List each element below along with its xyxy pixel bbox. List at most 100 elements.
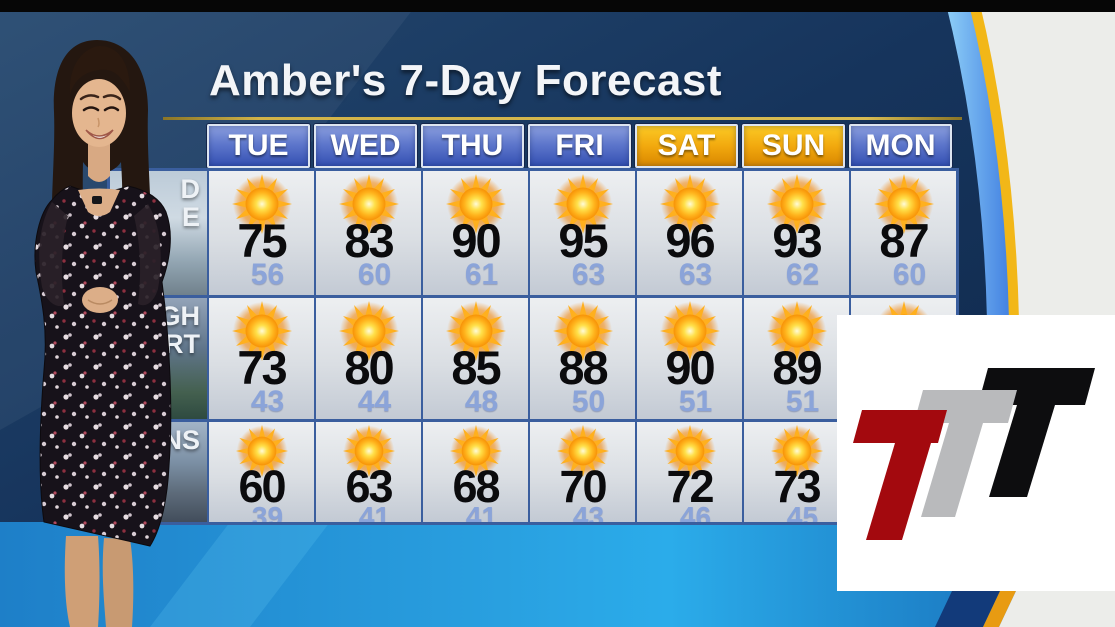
high-temp: 95 xyxy=(558,214,608,267)
high-temp: 70 xyxy=(559,461,607,512)
forecast-cell-sat-row3: 72 46 xyxy=(637,422,742,522)
high-temp: 75 xyxy=(237,214,287,267)
sun-icon xyxy=(338,173,399,235)
sun-icon xyxy=(231,300,292,362)
forecast-cell-tue-row2: 73 43 xyxy=(209,298,314,419)
forecast-cell-thu-row2: 85 48 xyxy=(423,298,528,419)
high-temp: 72 xyxy=(666,461,714,512)
forecast-cell-wed-row1: 83 60 xyxy=(316,171,421,295)
sun-icon xyxy=(873,173,934,235)
presenter-legs xyxy=(64,536,100,627)
low-temp: 51 xyxy=(785,384,820,418)
station-logo xyxy=(853,368,1095,540)
forecast-cell-fri-row2: 88 50 xyxy=(530,298,635,419)
low-temp: 43 xyxy=(572,500,605,522)
forecast-cell-fri-row3: 70 43 xyxy=(530,422,635,522)
page-title: Amber's 7-Day Forecast xyxy=(209,56,723,105)
day-header-mon: MON xyxy=(849,124,952,168)
low-temp: 60 xyxy=(357,257,392,291)
sun-icon xyxy=(766,173,827,235)
corner-navy-diagonal xyxy=(935,591,1000,627)
logo-letter-t-black xyxy=(978,368,1095,497)
forecast-cell-thu-row3: 68 41 xyxy=(423,422,528,522)
low-temp: 45 xyxy=(786,500,819,522)
forecast-cell-mon-row1: 87 60 xyxy=(851,171,956,295)
forecast-cell-wed-row2: 80 44 xyxy=(316,298,421,419)
low-temp: 41 xyxy=(465,500,498,522)
logo-letter-t-red xyxy=(853,410,947,540)
high-temp: 90 xyxy=(665,341,715,394)
low-temp: 56 xyxy=(250,257,285,291)
day-header-thu: THU xyxy=(421,124,524,168)
gold-divider xyxy=(163,117,962,120)
high-temp: 93 xyxy=(772,214,822,267)
day-header-sat: SAT xyxy=(635,124,738,168)
microphone xyxy=(92,196,102,204)
high-temp: 83 xyxy=(344,214,394,267)
forecast-cell-sun-row3: 73 45 xyxy=(744,422,849,522)
forecast-cell-tue-row3: 60 39 xyxy=(209,422,314,522)
corner-orange-diagonal xyxy=(983,591,1016,627)
low-temp: 51 xyxy=(678,384,713,418)
day-header-tue: TUE xyxy=(207,124,310,168)
sun-icon xyxy=(338,300,399,362)
forecast-cell-thu-row1: 90 61 xyxy=(423,171,528,295)
forecast-grid: D E 75 56 83 60 90 61 95 63 96 63 93 62 87 60 GH ERT 73 43 8… xyxy=(107,168,959,525)
low-temp: 41 xyxy=(358,500,391,522)
forecast-cell-fri-row1: 95 63 xyxy=(530,171,635,295)
high-temp: 73 xyxy=(773,461,821,512)
forecast-cell-sun-row2: 89 51 xyxy=(744,298,849,419)
low-temp: 46 xyxy=(679,500,712,522)
day-header-sun: SUN xyxy=(742,124,845,168)
high-temp: 89 xyxy=(772,341,822,394)
low-temp: 62 xyxy=(785,257,820,291)
forecast-cell-sat-row2: 90 51 xyxy=(637,298,742,419)
sun-icon xyxy=(231,173,292,235)
high-temp: 96 xyxy=(665,214,715,267)
sun-icon xyxy=(445,173,506,235)
low-temp: 44 xyxy=(357,384,392,418)
day-header-row: TUE WED THU FRI SAT SUN MON xyxy=(207,124,956,169)
low-temp: 50 xyxy=(571,384,606,418)
logo-letter-t-gray xyxy=(914,390,1017,517)
day-header-wed: WED xyxy=(314,124,417,168)
sun-icon xyxy=(766,300,827,362)
high-temp: 63 xyxy=(345,461,393,512)
forecast-cell-tue-row1: 75 56 xyxy=(209,171,314,295)
high-temp: 73 xyxy=(237,341,287,394)
forecast-cell-sun-row1: 93 62 xyxy=(744,171,849,295)
corner-offwhite xyxy=(999,591,1115,627)
bottom-streak xyxy=(150,522,330,627)
high-temp: 85 xyxy=(451,341,501,394)
high-temp: 88 xyxy=(558,341,608,394)
high-temp: 68 xyxy=(452,461,500,512)
sun-icon xyxy=(663,424,716,478)
sun-icon xyxy=(659,173,720,235)
sun-icon xyxy=(659,300,720,362)
sun-icon xyxy=(770,424,823,478)
weather-presenter xyxy=(34,40,172,627)
low-temp: 63 xyxy=(678,257,713,291)
forecast-cell-sat-row1: 96 63 xyxy=(637,171,742,295)
low-temp: 48 xyxy=(464,384,499,418)
station-logo-box xyxy=(837,315,1115,591)
day-header-fri: FRI xyxy=(528,124,631,168)
sun-icon xyxy=(235,424,288,478)
sun-icon xyxy=(449,424,502,478)
low-temp: 43 xyxy=(250,384,285,418)
low-temp: 61 xyxy=(464,257,499,291)
high-temp: 90 xyxy=(451,214,501,267)
low-temp: 63 xyxy=(571,257,606,291)
letterbox-top-bar xyxy=(0,0,1115,12)
low-temp: 39 xyxy=(251,500,284,522)
sun-icon xyxy=(552,173,613,235)
high-temp: 80 xyxy=(344,341,394,394)
sun-icon xyxy=(556,424,609,478)
low-temp: 60 xyxy=(892,257,927,291)
high-temp: 60 xyxy=(238,461,286,512)
sun-icon xyxy=(342,424,395,478)
high-temp: 87 xyxy=(879,214,929,267)
sun-icon xyxy=(552,300,613,362)
presenter-hands xyxy=(82,287,118,313)
